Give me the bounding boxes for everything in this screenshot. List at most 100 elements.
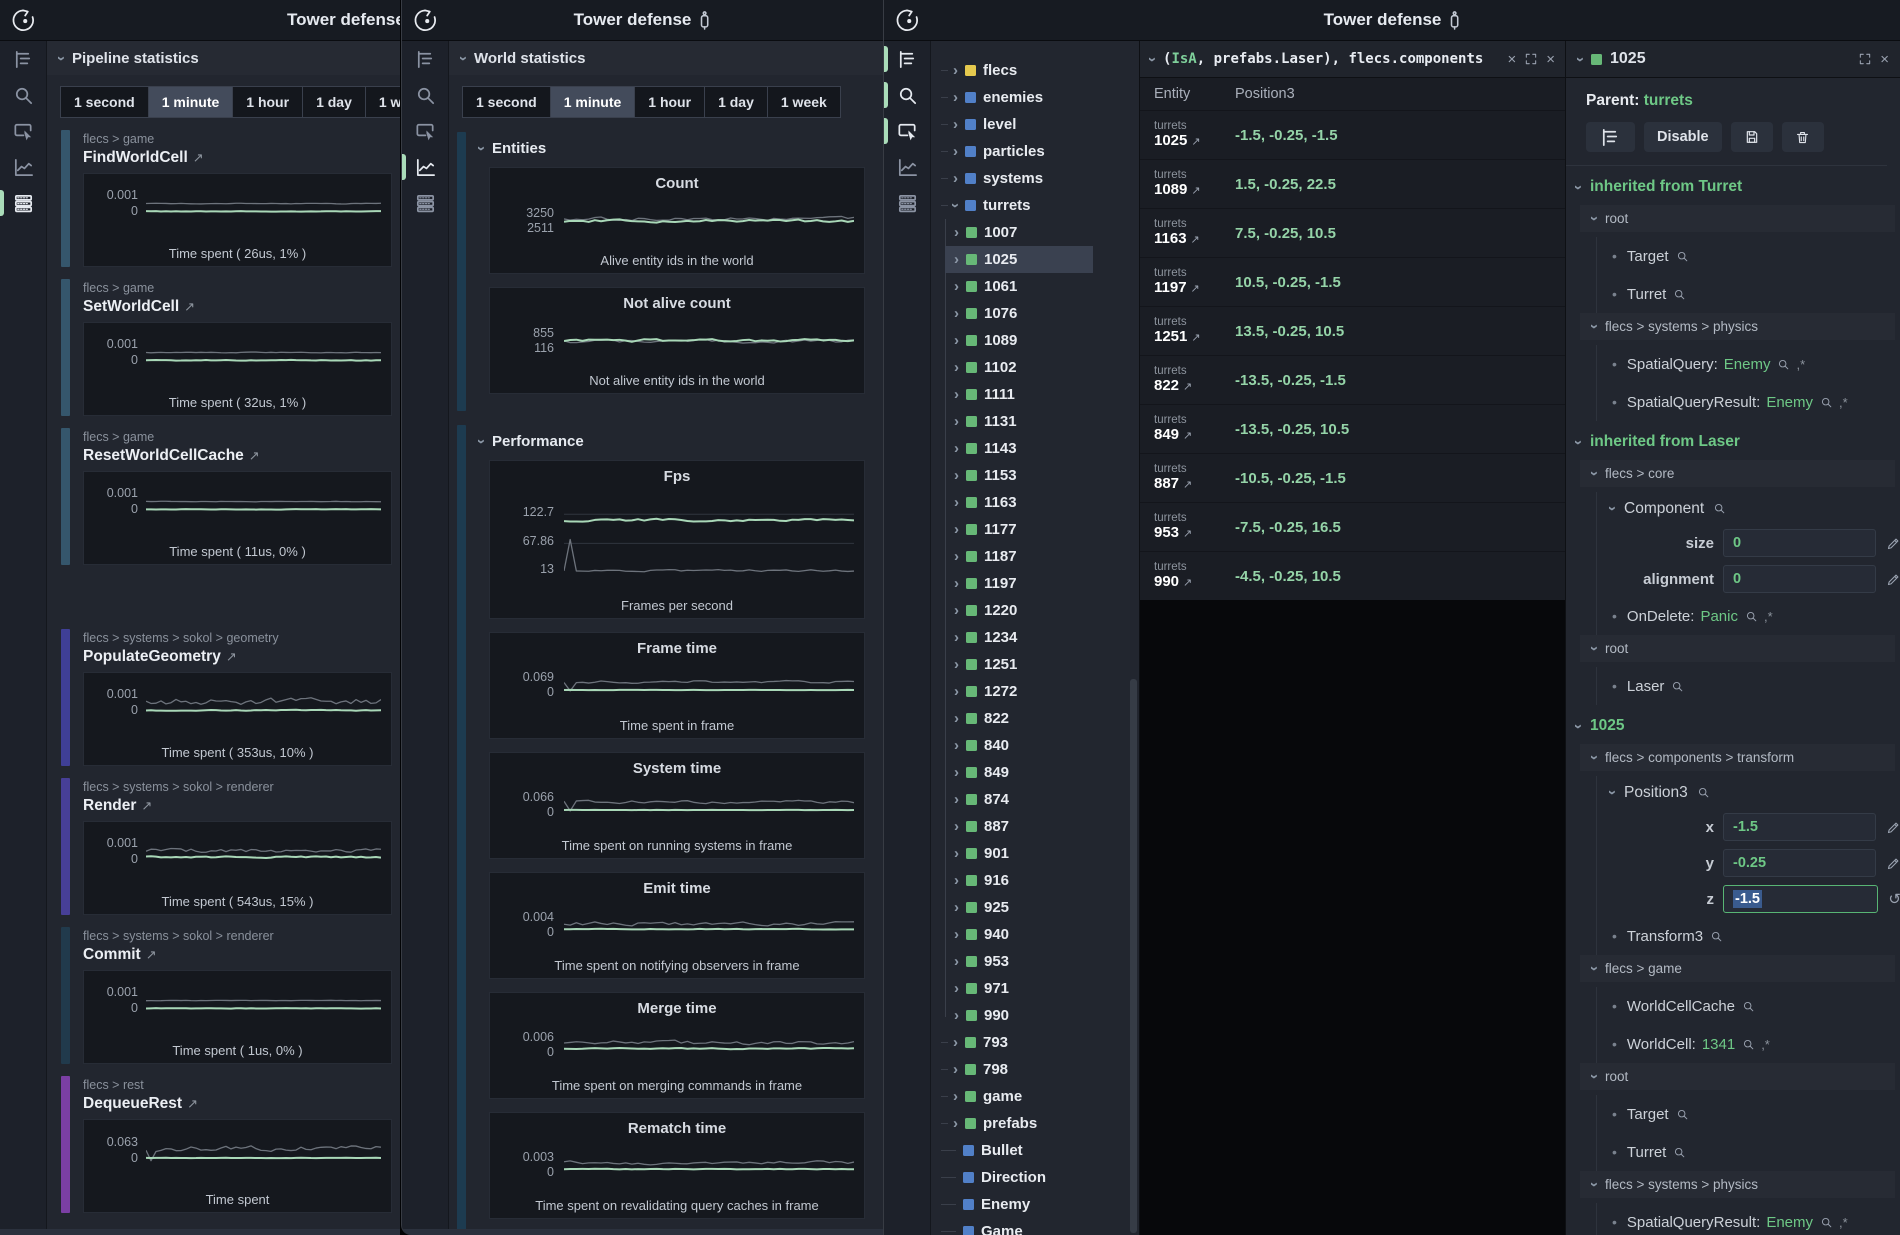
tree-item-1197[interactable]: › 1197 [945,570,1093,597]
chevron-right-icon[interactable]: › [954,980,959,997]
tree-item-840[interactable]: › 840 [945,732,1093,759]
tab-1-day[interactable]: 1 day [302,87,365,117]
inspector-path-strip[interactable]: › flecs > systems > physics [1580,1171,1895,1198]
inspector-path-strip[interactable]: › flecs > game [1580,955,1895,982]
chevron-right-icon[interactable]: › [953,89,958,106]
tree-item-1007[interactable]: › 1007 [945,219,1093,246]
tree-item-1251[interactable]: › 1251 [945,651,1093,678]
chevron-right-icon[interactable]: › [954,359,959,376]
search-icon[interactable] [1742,1038,1755,1051]
trash-button[interactable] [1781,122,1824,152]
tab-1-hour[interactable]: 1 hour [232,87,303,117]
tree-item-793[interactable]: › 793 [931,1029,1093,1056]
tree-item-1187[interactable]: › 1187 [945,543,1093,570]
search-icon[interactable] [1710,930,1723,943]
sidebar-chart-icon[interactable] [884,149,930,185]
tree-item-prefabs[interactable]: › prefabs [931,1110,1093,1137]
chevron-right-icon[interactable]: › [954,332,959,349]
undo-icon[interactable]: ↺ [1888,891,1900,908]
query-column-Position3[interactable]: Position3 [1235,86,1295,102]
chevron-down-icon[interactable]: › [1144,56,1161,62]
query-row-1089[interactable]: turrets 1089 ↗ 1.5, -0.25, 22.5 [1140,159,1565,208]
chevron-right-icon[interactable]: › [953,1034,958,1051]
tree-item-1111[interactable]: › 1111 [945,381,1093,408]
inspector-path-strip[interactable]: › flecs > systems > physics [1580,313,1895,340]
chevron-right-icon[interactable]: › [954,926,959,943]
tree-item-Enemy[interactable]: Enemy [931,1191,1093,1218]
tree-item-874[interactable]: › 874 [945,786,1093,813]
component-expand-Position3[interactable]: › Position3 [1566,776,1900,809]
sidebar-tree-icon[interactable] [884,41,930,77]
system-name-link[interactable]: DequeueRest ↗ [83,1095,198,1112]
search-icon[interactable] [1745,610,1758,623]
disable-button[interactable]: Disable [1644,122,1722,152]
tree-item-1102[interactable]: › 1102 [945,354,1093,381]
field-input[interactable]: -1.5 [1723,885,1879,913]
tab-1-day[interactable]: 1 day [704,87,767,117]
section-header[interactable]: › Entities [473,140,547,157]
sidebar-search-icon[interactable] [0,77,46,113]
tab-1-hour[interactable]: 1 hour [634,87,705,117]
tab-1-minute[interactable]: 1 minute [147,87,233,117]
system-name-link[interactable]: Commit ↗ [83,946,157,963]
query-row-990[interactable]: turrets 990 ↗ -4.5, -0.25, 10.5 [1140,551,1565,600]
tree-item-game[interactable]: › game [931,1083,1093,1110]
system-name-link[interactable]: ResetWorldCellCache ↗ [83,447,260,464]
sidebar-stats-icon[interactable] [884,185,930,221]
chevron-down-icon[interactable]: › [1572,56,1589,62]
component-item-WorldCellCache[interactable]: • WorldCellCache [1566,987,1900,1025]
query-expression[interactable]: (IsA, prefabs.Laser), flecs.components [1163,51,1484,67]
entity-cell[interactable]: turrets 1025 ↗ [1140,120,1235,151]
tree-item-990[interactable]: › 990 [945,1002,1093,1029]
component-value[interactable]: Enemy [1723,355,1771,373]
entity-cell[interactable]: turrets 1251 ↗ [1140,316,1235,347]
sidebar-chart-icon[interactable] [402,149,448,185]
chevron-right-icon[interactable]: › [953,1088,958,1105]
tree-item-916[interactable]: › 916 [945,867,1093,894]
chevron-right-icon[interactable]: › [954,386,959,403]
field-input[interactable]: -1.5 [1723,813,1876,841]
search-icon[interactable] [1673,288,1686,301]
system-name-link[interactable]: SetWorldCell ↗ [83,298,196,315]
tree-item-1076[interactable]: › 1076 [945,300,1093,327]
component-item-Turret[interactable]: • Turret [1566,1133,1900,1171]
component-item-Laser[interactable]: • Laser [1566,667,1900,705]
tree-item-925[interactable]: › 925 [945,894,1093,921]
chevron-right-icon[interactable]: › [954,467,959,484]
chevron-right-icon[interactable]: › [954,575,959,592]
chevron-right-icon[interactable]: › [953,170,958,187]
world-stats-panel-header[interactable]: › World statistics [449,41,883,75]
component-item-OnDelete[interactable]: • OnDelete: Panic ,* [1566,597,1900,635]
tree-item-971[interactable]: › 971 [945,975,1093,1002]
search-icon[interactable] [1713,502,1726,515]
floppy-button[interactable] [1730,122,1773,152]
component-item-SpatialQuery[interactable]: • SpatialQuery: Enemy ,* [1566,345,1900,383]
component-value[interactable]: Enemy [1766,1213,1813,1231]
component-item-Turret[interactable]: • Turret [1566,275,1900,313]
chevron-right-icon[interactable]: › [953,62,958,79]
chevron-right-icon[interactable]: › [953,1115,958,1132]
query-row-1025[interactable]: turrets 1025 ↗ -1.5, -0.25, -1.5 [1140,110,1565,159]
edit-pencil-icon[interactable] [1886,572,1900,587]
chevron-right-icon[interactable]: › [954,764,959,781]
search-icon[interactable] [1676,1108,1689,1121]
tree-button[interactable] [1586,122,1635,152]
search-icon[interactable] [1697,786,1710,799]
entity-cell[interactable]: turrets 1197 ↗ [1140,267,1235,298]
tree-item-798[interactable]: › 798 [931,1056,1093,1083]
component-item-SpatialQueryResult[interactable]: • SpatialQueryResult: Enemy ,* [1566,1203,1900,1235]
clear-query-icon[interactable]: × [1507,50,1517,68]
sidebar-tree-icon[interactable] [402,41,448,77]
chevron-right-icon[interactable]: › [953,1061,958,1078]
sidebar-inspect-icon[interactable] [884,113,930,149]
tree-item-Game[interactable]: Game [931,1218,1093,1235]
system-name-link[interactable]: PopulateGeometry ↗ [83,648,237,665]
tree-item-849[interactable]: › 849 [945,759,1093,786]
chevron-right-icon[interactable]: › [954,683,959,700]
tree-item-1153[interactable]: › 1153 [945,462,1093,489]
tree-item-1163[interactable]: › 1163 [945,489,1093,516]
field-input[interactable]: -0.25 [1723,849,1876,877]
chevron-right-icon[interactable]: › [953,116,958,133]
fullscreen-icon[interactable] [1524,52,1538,66]
search-icon[interactable] [1820,1216,1833,1229]
